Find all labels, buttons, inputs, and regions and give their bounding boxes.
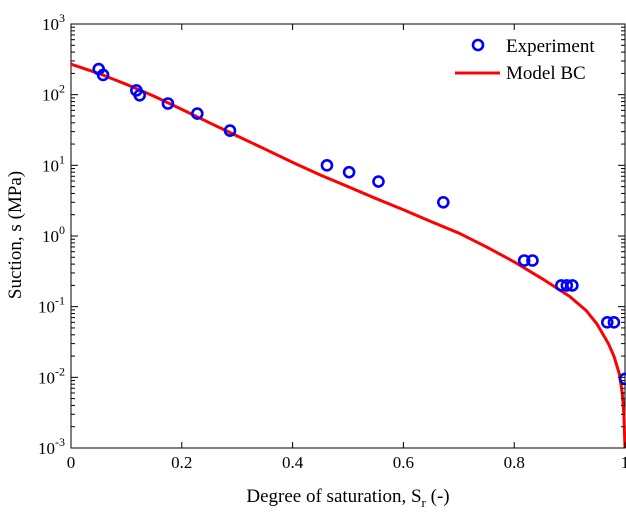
experiment-point [96,68,110,82]
experiment-point [600,316,614,329]
y-tick-label: 102 [42,82,65,105]
experiment-point [526,254,539,267]
experiment-point [372,175,385,188]
legend-label-experiment: Experiment [506,36,595,57]
y-tick-label: 10-2 [38,364,65,387]
legend-marker-experiment [471,38,485,52]
experiment-point [320,159,334,172]
y-tick-label: 103 [42,11,65,34]
experiment-point [133,88,146,102]
x-tick-label: 0.8 [504,453,525,472]
experiment-point [566,279,579,292]
model-bc-line [70,62,626,449]
x-tick-label: 0 [67,453,76,472]
experiment-point [223,124,237,137]
x-axis-label: Degree of saturation, Sr (-) [246,486,449,510]
experiment-point [161,97,175,110]
legend: Experiment Model BC [446,30,616,94]
y-tick-label: 10-1 [38,294,65,317]
y-tick-label: 100 [42,223,65,246]
x-tick-label: 0.2 [171,453,192,472]
x-tick-label: 0.4 [282,453,304,472]
model-layer [70,62,626,449]
experiment-point [342,165,356,179]
experiment-point [607,316,621,329]
x-tick-label: 1 [621,453,626,472]
legend-label-model: Model BC [506,63,586,84]
experiment-point [560,279,574,292]
y-tick-label: 10-3 [38,435,65,458]
x-axis: 0 0.2 0.4 0.6 0.8 1 [67,24,626,472]
y-axis: 10-3 10-2 10-1 100 101 102 103 [38,11,625,458]
experiment-point [436,195,450,209]
x-tick-label: 0.6 [393,453,414,472]
experiment-point [191,107,204,120]
experiment-point [517,254,531,267]
markers-layer [92,62,626,386]
y-tick-label: 101 [42,152,65,175]
y-axis-label: Suction, s (MPa) [5,171,26,299]
